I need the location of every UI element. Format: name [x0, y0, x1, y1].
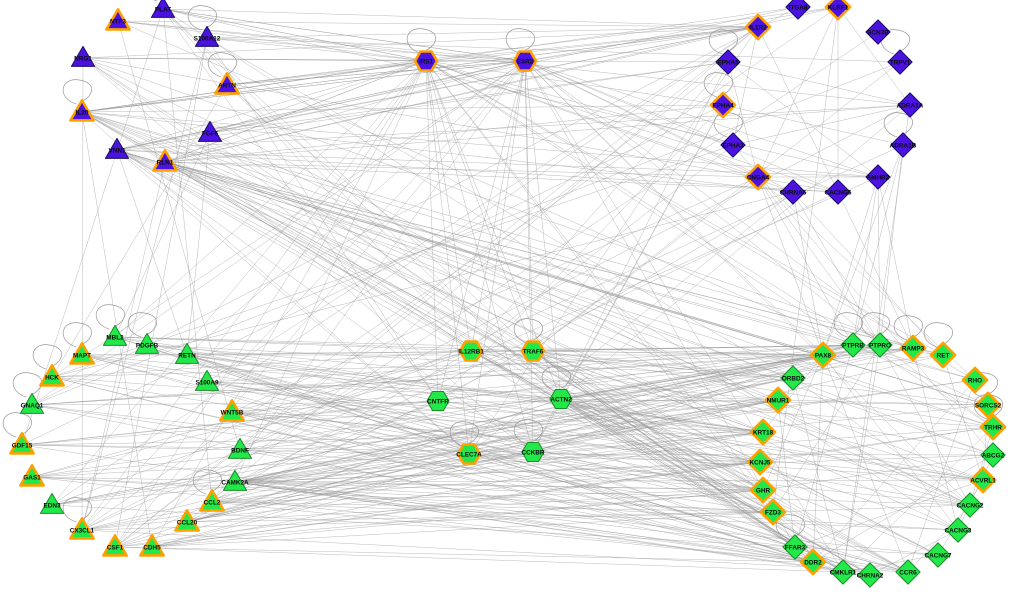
svg-text:IL20: IL20 [76, 110, 89, 117]
svg-text:CCL20: CCL20 [177, 520, 198, 527]
svg-text:AMHR2: AMHR2 [867, 175, 890, 182]
svg-text:EPHA3: EPHA3 [722, 143, 744, 150]
svg-text:CHRNA2: CHRNA2 [857, 573, 884, 580]
svg-text:ACTN2: ACTN2 [550, 397, 572, 404]
svg-text:EPHA5: EPHA5 [717, 60, 739, 67]
svg-text:CNTFR: CNTFR [427, 399, 449, 406]
svg-text:ADRA1A: ADRA1A [897, 103, 924, 110]
svg-text:ABCG2: ABCG2 [982, 453, 1005, 460]
svg-text:CNGA4: CNGA4 [747, 175, 770, 182]
svg-text:GAS1: GAS1 [23, 475, 41, 482]
svg-text:ACVRL1: ACVRL1 [970, 478, 996, 485]
svg-text:CACNG3: CACNG3 [945, 528, 972, 535]
svg-text:CCR6: CCR6 [899, 570, 917, 577]
svg-text:TRAF6: TRAF6 [523, 349, 544, 356]
svg-text:CSF1: CSF1 [107, 545, 124, 552]
svg-text:TRHR: TRHR [984, 425, 1002, 432]
svg-text:HCK: HCK [45, 375, 59, 382]
svg-text:CLEC7A: CLEC7A [456, 452, 482, 459]
svg-text:RET: RET [937, 353, 950, 360]
svg-text:S100A9: S100A9 [195, 380, 219, 387]
svg-text:CAMK2A: CAMK2A [221, 480, 249, 487]
svg-text:WNT5B: WNT5B [221, 410, 244, 417]
svg-text:CMKLR1: CMKLR1 [830, 570, 857, 577]
svg-text:NRG1: NRG1 [74, 56, 92, 63]
svg-text:MAPT: MAPT [73, 353, 91, 360]
svg-text:BDNF: BDNF [231, 448, 249, 455]
svg-text:TRPV1: TRPV1 [890, 60, 911, 67]
svg-text:ORBD2: ORBD2 [782, 376, 805, 383]
svg-text:ADRA1B: ADRA1B [890, 143, 917, 150]
svg-text:EPHA4: EPHA4 [712, 103, 734, 110]
svg-text:PAX8: PAX8 [815, 353, 832, 360]
svg-text:RLN1: RLN1 [157, 160, 174, 167]
svg-text:PDGFB: PDGFB [136, 343, 159, 350]
svg-text:CX3CL1: CX3CL1 [70, 528, 95, 535]
svg-text:CACNG7: CACNG7 [925, 553, 952, 560]
svg-text:IRS1: IRS1 [419, 59, 434, 66]
svg-text:ARTN: ARTN [218, 83, 236, 90]
svg-text:NMUR1: NMUR1 [767, 398, 790, 405]
svg-text:S100A12: S100A12 [194, 36, 221, 43]
svg-text:KLRF1: KLRF1 [828, 5, 849, 12]
svg-text:FZD3: FZD3 [765, 510, 781, 517]
svg-text:IL12RB1: IL12RB1 [458, 349, 484, 356]
svg-text:ESR2: ESR2 [517, 59, 534, 66]
svg-text:KRT18: KRT18 [753, 430, 774, 437]
svg-text:PLAT: PLAT [155, 7, 171, 14]
svg-text:RETN: RETN [178, 353, 196, 360]
svg-text:GHR: GHR [756, 488, 771, 495]
svg-text:CCKBR: CCKBR [521, 450, 544, 457]
svg-text:RAMP3: RAMP3 [902, 346, 925, 353]
svg-text:NTF3: NTF3 [110, 19, 126, 26]
svg-text:DDR2: DDR2 [804, 560, 822, 567]
svg-text:PTPRO: PTPRO [869, 343, 891, 350]
svg-text:CACNG5: CACNG5 [825, 190, 852, 197]
svg-text:SCN3B: SCN3B [867, 30, 889, 37]
svg-text:IL1R2: IL1R2 [749, 25, 767, 32]
svg-text:FFAR3: FFAR3 [785, 545, 806, 552]
svg-text:CACNG2: CACNG2 [957, 503, 984, 510]
svg-text:SORCS2: SORCS2 [975, 403, 1002, 410]
svg-text:KCNJ5: KCNJ5 [750, 460, 771, 467]
svg-text:PTPRB: PTPRB [842, 343, 864, 350]
svg-text:CCL2: CCL2 [204, 500, 221, 507]
svg-text:EDN3: EDN3 [43, 503, 60, 510]
svg-text:ITGA8: ITGA8 [789, 5, 808, 12]
svg-text:CDH5: CDH5 [143, 545, 161, 552]
svg-text:VNN1: VNN1 [108, 148, 125, 155]
svg-text:RHO: RHO [968, 378, 982, 385]
svg-text:FGF6: FGF6 [202, 131, 219, 138]
svg-text:MBL2: MBL2 [106, 335, 124, 342]
svg-text:CHRNA5: CHRNA5 [780, 190, 807, 197]
svg-text:GDF15: GDF15 [12, 443, 33, 450]
svg-text:GNAQ1: GNAQ1 [21, 403, 44, 410]
